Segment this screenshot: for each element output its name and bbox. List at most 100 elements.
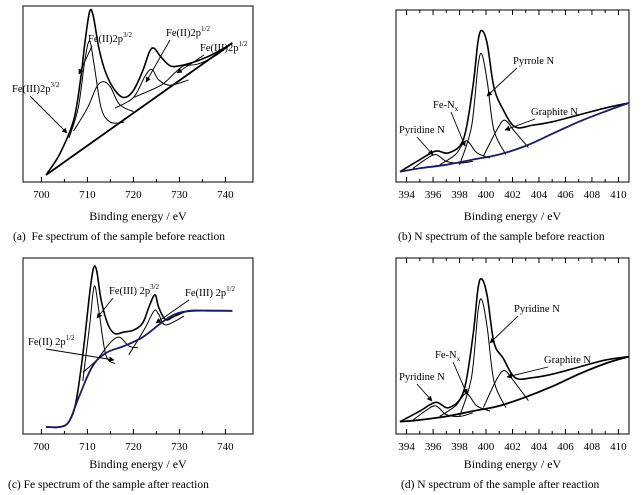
- peak-annotation: Graphite N: [544, 355, 591, 366]
- annotation-arrow: [416, 383, 433, 402]
- series-component-3: [459, 52, 507, 165]
- x-tick-label: 402: [504, 441, 521, 453]
- peak-annotation-text: Fe(III)2p: [12, 84, 50, 95]
- peak-annotation-sup: 3/2: [50, 81, 59, 89]
- x-tick-label: 396: [425, 441, 442, 453]
- peak-annotation-sup: 1/2: [238, 40, 247, 48]
- peak-annotation: Fe(III) 2p1/2: [185, 285, 236, 299]
- x-tick-label: 410: [610, 189, 627, 201]
- panel-d: 394 396 398 400 402 404 406 408 410 Pyridine N Fe-…: [395, 257, 630, 491]
- peak-annotation: Fe(III) 2p3/2: [109, 283, 160, 297]
- peak-annotation: Fe(II)2p3/2: [88, 31, 132, 45]
- peak-annotation: Pyridine N: [514, 304, 560, 315]
- x-tick-label: 398: [451, 441, 468, 453]
- peak-annotation-text: Fe(III) 2p: [109, 286, 150, 297]
- panel-caption: (c) Fe spectrum of the sample after reac…: [8, 479, 209, 491]
- x-axis-label: Binding energy / eV: [464, 209, 562, 223]
- series-component-3: [114, 68, 189, 109]
- peak-annotation-sup: 3/2: [123, 31, 132, 39]
- x-tick-label: 700: [33, 189, 50, 201]
- annotation-arrow: [504, 118, 536, 131]
- series-baseline-5: [399, 355, 630, 423]
- annotation-arrow: [450, 111, 466, 147]
- peak-annotation-text: Fe(III)2p: [200, 43, 238, 54]
- series-component-1: [412, 405, 473, 421]
- x-tick-label: 404: [531, 441, 548, 453]
- x-tick-label: 400: [478, 441, 495, 453]
- x-tick-label: 740: [217, 441, 234, 453]
- x-tick-label: 720: [125, 189, 142, 201]
- peak-annotation-sup: 1/2: [201, 25, 210, 33]
- series-component-2: [73, 81, 134, 132]
- x-tick-label: 396: [425, 189, 442, 201]
- annotation-arrow: [96, 297, 114, 319]
- series-baseline-4: [45, 309, 233, 429]
- peak-annotation: Fe(II) 2p1/2: [28, 334, 75, 348]
- x-axis-label: Binding energy / eV: [89, 457, 187, 471]
- annotation-arrow: [489, 315, 519, 344]
- series-component-4: [482, 119, 529, 157]
- peak-annotation-sup: 1/2: [66, 334, 75, 342]
- x-tick-label: 730: [171, 189, 188, 201]
- x-tick-label: 398: [451, 189, 468, 201]
- x-tick-label: 404: [531, 189, 548, 201]
- annotation-arrow: [145, 39, 171, 83]
- x-tick-label: 408: [584, 441, 601, 453]
- x-tick-label: 730: [171, 441, 188, 453]
- series-component-1: [82, 285, 116, 382]
- panel-caption: (a) Fe spectrum of the sample before rea…: [13, 231, 225, 243]
- series-component-1: [412, 153, 473, 169]
- plot-frame: [22, 257, 254, 435]
- peak-annotation-text: Fe(III) 2p: [185, 288, 226, 299]
- peak-annotation-sub: x: [457, 355, 461, 363]
- peak-annotation-text: Fe(II) 2p: [28, 337, 66, 348]
- plot-frame: [22, 5, 254, 183]
- annotation-arrow: [29, 95, 68, 134]
- peak-annotation: Graphite N: [531, 107, 578, 118]
- x-tick-label: 408: [584, 189, 601, 201]
- series-baseline-5: [45, 42, 233, 176]
- x-tick-label: 710: [79, 189, 96, 201]
- series-envelope-0: [399, 29, 630, 173]
- annotation-arrow: [78, 45, 93, 75]
- series-baseline-5: [399, 102, 630, 173]
- peak-annotation-text: Graphite N: [544, 355, 591, 366]
- peak-annotation-sup: 1/2: [226, 285, 235, 293]
- x-tick-label: 406: [557, 189, 574, 201]
- peak-annotation-sup: 3/2: [150, 283, 159, 291]
- peak-annotation-text: Graphite N: [531, 107, 578, 118]
- annotation-arrow: [506, 366, 549, 379]
- series-component-2: [439, 140, 491, 166]
- peak-annotation: Fe-Nx: [433, 100, 459, 113]
- series-component-1: [68, 40, 125, 139]
- annotation-arrow: [176, 54, 205, 74]
- series-envelope-0: [399, 277, 630, 423]
- peak-annotation: Pyridine N: [399, 125, 445, 136]
- x-axis-label: Binding energy / eV: [464, 457, 562, 471]
- peak-annotation-text: Pyrrole N: [513, 56, 555, 67]
- peak-annotation-text: Pyridine N: [399, 372, 445, 383]
- annotation-arrow: [155, 299, 190, 324]
- x-tick-label: 400: [478, 189, 495, 201]
- series-component-3: [459, 298, 507, 417]
- peak-annotation: Pyridine N: [399, 372, 445, 383]
- panel-caption: (b) N spectrum of the sample before reac…: [398, 231, 605, 243]
- peak-annotation: Fe-Nx: [435, 350, 461, 363]
- peak-annotation-sub: x: [455, 105, 459, 113]
- x-tick-label: 710: [79, 441, 96, 453]
- peak-annotation: Fe(III)2p3/2: [12, 81, 60, 95]
- series-component-4: [482, 370, 529, 408]
- x-axis-label: Binding energy / eV: [89, 209, 187, 223]
- peak-annotation: Fe(III)2p1/2: [200, 40, 248, 54]
- series-envelope-0: [45, 8, 233, 176]
- x-tick-label: 720: [125, 441, 142, 453]
- annotation-arrow: [486, 67, 518, 97]
- x-tick-label: 740: [217, 189, 234, 201]
- peak-annotation-text: Pyridine N: [399, 125, 445, 136]
- peak-annotation-text: Fe-N: [435, 350, 457, 361]
- x-tick-label: 410: [610, 441, 627, 453]
- x-tick-label: 394: [398, 441, 415, 453]
